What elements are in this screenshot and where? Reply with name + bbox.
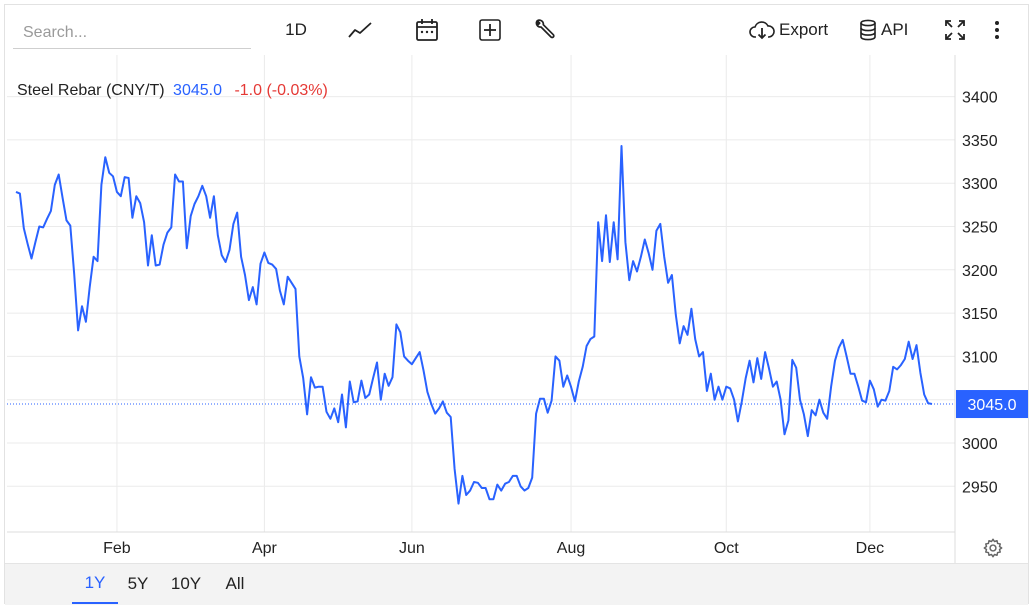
last-price-label: 3045.0	[968, 397, 1017, 414]
y-tick-label: 3000	[962, 436, 998, 453]
fullscreen-icon	[945, 20, 965, 40]
y-tick-label: 3300	[962, 176, 998, 193]
range-tab-10y[interactable]: 10Y	[170, 574, 202, 593]
fullscreen-button[interactable]	[941, 15, 969, 45]
line-chart-icon	[348, 22, 372, 38]
export-label: Export	[779, 20, 829, 39]
settings-tools-button[interactable]	[527, 15, 561, 45]
x-tick-label: Oct	[714, 540, 739, 557]
api-label: API	[881, 20, 909, 39]
last-price-badge	[956, 390, 1028, 419]
x-tick-label: Apr	[252, 540, 278, 557]
x-tick-label: Aug	[557, 540, 585, 557]
chart-widget: 1D	[4, 4, 1030, 605]
range-tab-5y[interactable]: 5Y	[127, 574, 149, 593]
cloud-download-icon	[749, 21, 775, 40]
y-tick-label: 3400	[962, 90, 998, 107]
x-tick-label: Feb	[103, 540, 131, 557]
y-tick-label: 3250	[962, 220, 998, 237]
date-range-button[interactable]	[410, 15, 444, 45]
interval-label: 1D	[285, 20, 307, 39]
chart-legend: Steel Rebar (CNY/T) 3045.0 -1.0 (-0.03%)	[17, 82, 328, 100]
y-tick-label: 3150	[962, 306, 998, 323]
price-chart[interactable]: 2950300030503100315032003250330033503400…	[5, 5, 1028, 563]
calendar-icon	[416, 19, 438, 41]
more-button[interactable]	[987, 15, 1007, 45]
y-tick-label: 3100	[962, 349, 998, 366]
more-vert-icon	[995, 21, 999, 39]
price-line	[15, 145, 933, 505]
y-tick-label: 2950	[962, 479, 998, 496]
database-icon	[860, 19, 876, 41]
api-button[interactable]: API	[859, 15, 919, 45]
legend-last-price: 3045.0	[173, 82, 222, 99]
toolbar: 1D	[5, 5, 1030, 55]
interval-button[interactable]: 1D	[275, 15, 317, 45]
x-tick-label: Dec	[856, 540, 884, 557]
y-tick-label: 3200	[962, 263, 998, 280]
wrench-icon	[535, 19, 555, 39]
legend-symbol: Steel Rebar (CNY/T)	[17, 82, 165, 99]
range-bar: 1Y 5Y 10Y All	[5, 563, 1028, 605]
y-tick-label: 3350	[962, 133, 998, 150]
search-input[interactable]	[13, 17, 251, 49]
export-button[interactable]: Export	[749, 15, 835, 45]
range-tab-all[interactable]: All	[225, 574, 245, 593]
x-tick-label: Jun	[399, 540, 425, 557]
legend-change: -1.0 (-0.03%)	[234, 82, 328, 99]
add-indicator-icon	[479, 19, 501, 41]
add-indicator-button[interactable]	[473, 15, 507, 45]
range-tab-1y[interactable]: 1Y	[72, 564, 118, 604]
gear-icon[interactable]	[982, 537, 1004, 559]
chart-type-button[interactable]	[343, 15, 377, 45]
